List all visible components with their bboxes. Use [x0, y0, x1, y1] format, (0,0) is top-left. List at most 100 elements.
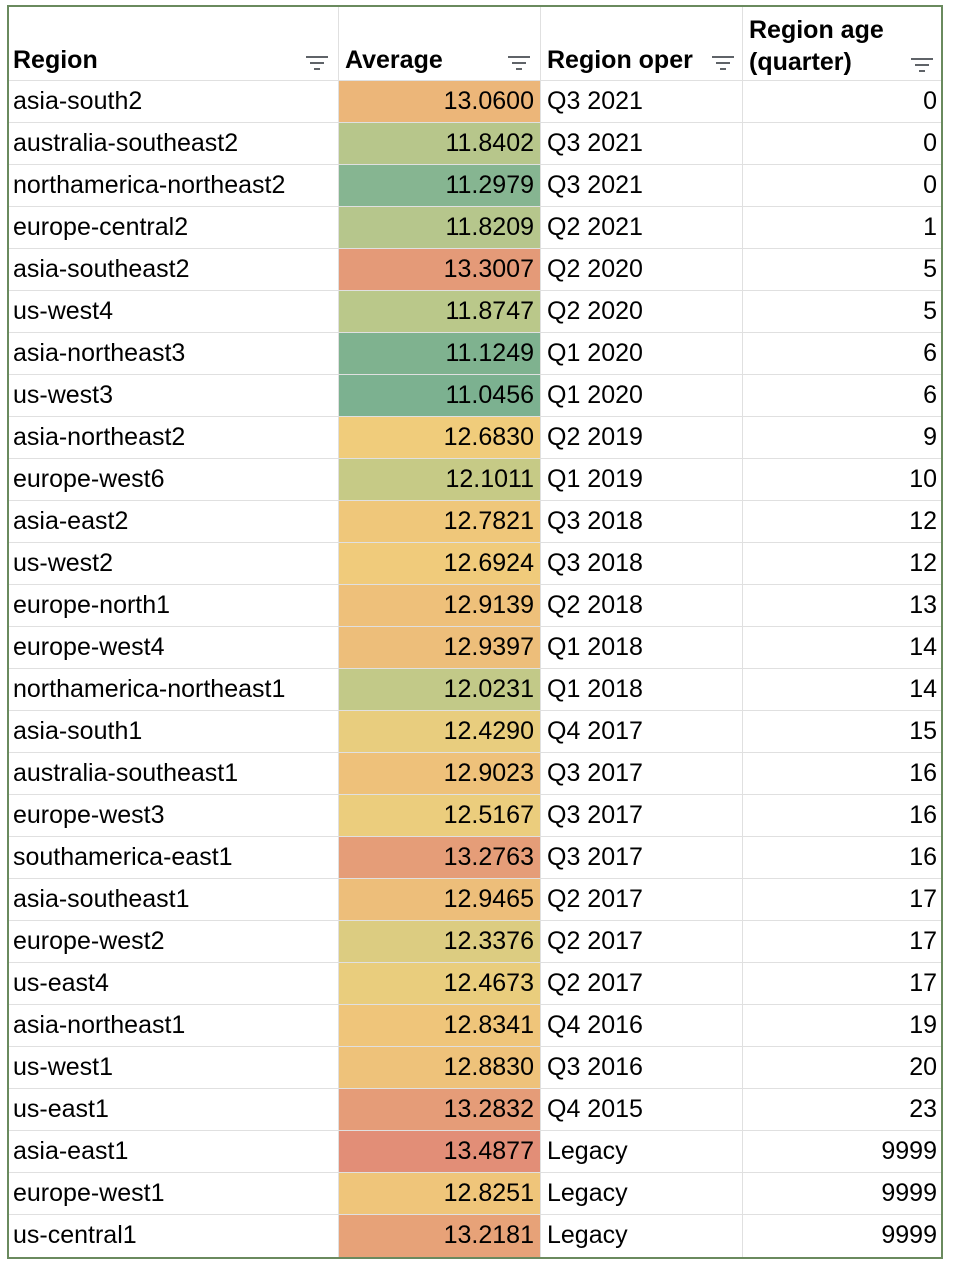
- region-age-cell[interactable]: 17: [909, 927, 937, 955]
- region-age-cell[interactable]: 9999: [881, 1137, 937, 1165]
- region-oper-cell[interactable]: Q3 2017: [541, 753, 743, 794]
- region-oper-cell[interactable]: Legacy: [541, 1173, 743, 1214]
- average-cell[interactable]: 12.9465: [339, 879, 541, 920]
- average-cell[interactable]: 12.9397: [339, 627, 541, 668]
- average-cell[interactable]: 13.2181: [339, 1215, 541, 1257]
- region-cell[interactable]: us-west1: [9, 1047, 339, 1088]
- region-cell[interactable]: europe-west4: [9, 627, 339, 668]
- region-oper-cell[interactable]: Q2 2020: [541, 291, 743, 332]
- region-age-cell[interactable]: 0: [923, 171, 937, 199]
- region-age-cell[interactable]: 1: [923, 213, 937, 241]
- region-age-cell[interactable]: 16: [909, 801, 937, 829]
- average-cell[interactable]: 11.8209: [339, 207, 541, 248]
- average-cell[interactable]: 11.0456: [339, 375, 541, 416]
- region-cell[interactable]: asia-south1: [9, 711, 339, 752]
- region-cell[interactable]: europe-west3: [9, 795, 339, 836]
- average-cell[interactable]: 13.2763: [339, 837, 541, 878]
- region-age-cell[interactable]: 9999: [881, 1179, 937, 1207]
- region-cell[interactable]: asia-east2: [9, 501, 339, 542]
- average-cell[interactable]: 11.8747: [339, 291, 541, 332]
- region-age-cell[interactable]: 5: [923, 255, 937, 283]
- region-cell[interactable]: asia-northeast3: [9, 333, 339, 374]
- average-cell[interactable]: 12.8341: [339, 1005, 541, 1046]
- region-age-cell[interactable]: 0: [923, 129, 937, 157]
- header-region-oper[interactable]: Region oper: [541, 7, 743, 80]
- region-age-cell[interactable]: 17: [909, 969, 937, 997]
- header-average[interactable]: Average: [339, 7, 541, 80]
- average-cell[interactable]: 12.6830: [339, 417, 541, 458]
- region-oper-cell[interactable]: Q2 2018: [541, 585, 743, 626]
- region-age-cell[interactable]: 13: [909, 591, 937, 619]
- region-cell[interactable]: us-central1: [9, 1215, 339, 1257]
- region-oper-cell[interactable]: Q3 2021: [541, 123, 743, 164]
- region-oper-cell[interactable]: Q1 2018: [541, 627, 743, 668]
- region-age-cell[interactable]: 12: [909, 549, 937, 577]
- region-cell[interactable]: europe-north1: [9, 585, 339, 626]
- header-region[interactable]: Region: [9, 7, 339, 80]
- region-oper-cell[interactable]: Q3 2021: [541, 165, 743, 206]
- average-cell[interactable]: 11.2979: [339, 165, 541, 206]
- region-age-cell[interactable]: 0: [923, 87, 937, 115]
- region-age-cell[interactable]: 10: [909, 465, 937, 493]
- region-cell[interactable]: asia-northeast2: [9, 417, 339, 458]
- region-cell[interactable]: europe-central2: [9, 207, 339, 248]
- average-cell[interactable]: 13.3007: [339, 249, 541, 290]
- region-age-cell[interactable]: 9999: [881, 1221, 937, 1249]
- region-oper-cell[interactable]: Q2 2017: [541, 921, 743, 962]
- average-cell[interactable]: 12.4673: [339, 963, 541, 1004]
- average-cell[interactable]: 12.5167: [339, 795, 541, 836]
- region-cell[interactable]: northamerica-northeast2: [9, 165, 339, 206]
- average-cell[interactable]: 13.4877: [339, 1131, 541, 1172]
- average-cell[interactable]: 12.6924: [339, 543, 541, 584]
- region-cell[interactable]: us-west3: [9, 375, 339, 416]
- average-cell[interactable]: 12.4290: [339, 711, 541, 752]
- region-cell[interactable]: asia-southeast1: [9, 879, 339, 920]
- region-cell[interactable]: us-east4: [9, 963, 339, 1004]
- region-oper-cell[interactable]: Q1 2019: [541, 459, 743, 500]
- region-age-cell[interactable]: 19: [909, 1011, 937, 1039]
- region-age-cell[interactable]: 23: [909, 1095, 937, 1123]
- region-oper-cell[interactable]: Q2 2017: [541, 963, 743, 1004]
- region-oper-cell[interactable]: Q1 2018: [541, 669, 743, 710]
- average-cell[interactable]: 12.8251: [339, 1173, 541, 1214]
- region-cell[interactable]: asia-south2: [9, 81, 339, 122]
- region-oper-cell[interactable]: Q4 2017: [541, 711, 743, 752]
- region-oper-cell[interactable]: Q3 2017: [541, 795, 743, 836]
- region-cell[interactable]: australia-southeast1: [9, 753, 339, 794]
- average-cell[interactable]: 11.8402: [339, 123, 541, 164]
- filter-icon[interactable]: [911, 58, 933, 72]
- region-cell[interactable]: northamerica-northeast1: [9, 669, 339, 710]
- average-cell[interactable]: 12.1011: [339, 459, 541, 500]
- region-cell[interactable]: europe-west6: [9, 459, 339, 500]
- region-age-cell[interactable]: 6: [923, 339, 937, 367]
- region-oper-cell[interactable]: Q3 2017: [541, 837, 743, 878]
- region-oper-cell[interactable]: Legacy: [541, 1215, 743, 1257]
- region-oper-cell[interactable]: Q3 2016: [541, 1047, 743, 1088]
- region-age-cell[interactable]: 14: [909, 633, 937, 661]
- average-cell[interactable]: 12.7821: [339, 501, 541, 542]
- region-oper-cell[interactable]: Q3 2021: [541, 81, 743, 122]
- header-region-age[interactable]: Region age (quarter): [743, 7, 941, 80]
- region-oper-cell[interactable]: Q2 2017: [541, 879, 743, 920]
- region-age-cell[interactable]: 12: [909, 507, 937, 535]
- region-age-cell[interactable]: 9: [923, 423, 937, 451]
- region-oper-cell[interactable]: Q2 2019: [541, 417, 743, 458]
- region-oper-cell[interactable]: Q4 2016: [541, 1005, 743, 1046]
- region-oper-cell[interactable]: Q2 2021: [541, 207, 743, 248]
- region-age-cell[interactable]: 15: [909, 717, 937, 745]
- region-cell[interactable]: asia-east1: [9, 1131, 339, 1172]
- region-age-cell[interactable]: 16: [909, 759, 937, 787]
- average-cell[interactable]: 11.1249: [339, 333, 541, 374]
- average-cell[interactable]: 12.9139: [339, 585, 541, 626]
- region-age-cell[interactable]: 16: [909, 843, 937, 871]
- average-cell[interactable]: 12.0231: [339, 669, 541, 710]
- region-age-cell[interactable]: 14: [909, 675, 937, 703]
- region-oper-cell[interactable]: Q3 2018: [541, 501, 743, 542]
- region-cell[interactable]: europe-west2: [9, 921, 339, 962]
- region-oper-cell[interactable]: Q4 2015: [541, 1089, 743, 1130]
- region-cell[interactable]: southamerica-east1: [9, 837, 339, 878]
- region-cell[interactable]: asia-southeast2: [9, 249, 339, 290]
- average-cell[interactable]: 12.9023: [339, 753, 541, 794]
- filter-icon[interactable]: [712, 56, 734, 70]
- filter-icon[interactable]: [508, 56, 530, 70]
